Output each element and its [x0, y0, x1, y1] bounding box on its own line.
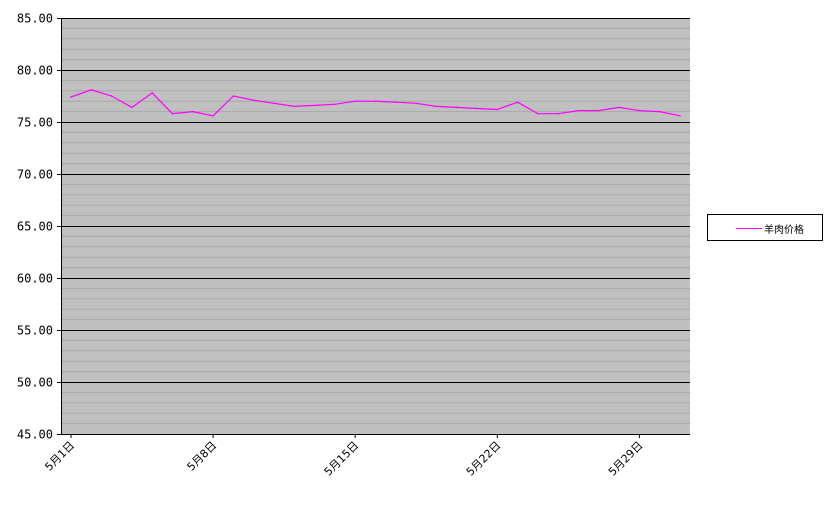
data-point	[131, 106, 133, 109]
data-point	[658, 110, 661, 113]
data-point	[212, 114, 214, 117]
data-point	[598, 109, 600, 112]
x-tick-label: 5月29日	[606, 439, 646, 479]
y-tick-label: 75.00	[17, 116, 53, 130]
data-point	[679, 114, 681, 117]
data-point	[496, 108, 499, 111]
data-point	[354, 100, 357, 102]
data-point	[293, 105, 296, 108]
y-tick-label: 60.00	[17, 272, 53, 286]
data-point	[638, 109, 641, 112]
x-tick-label: 5月15日	[322, 439, 362, 479]
x-tick-label: 5月8日	[185, 439, 220, 474]
data-point	[435, 105, 438, 108]
data-point	[374, 100, 377, 102]
data-point	[90, 88, 93, 91]
data-point	[557, 112, 559, 115]
data-point	[334, 103, 336, 106]
data-point	[252, 99, 255, 101]
data-point	[516, 101, 519, 104]
y-tick-label: 85.00	[17, 12, 53, 26]
data-point	[110, 95, 113, 97]
data-point	[151, 92, 153, 94]
legend-swatch-line	[736, 228, 762, 229]
data-point	[70, 96, 72, 98]
data-point	[455, 106, 458, 109]
x-tick-label: 5月22日	[464, 439, 504, 479]
y-tick-label: 45.00	[17, 428, 53, 442]
data-point	[537, 112, 539, 115]
y-tick-label: 70.00	[17, 168, 53, 182]
data-point	[313, 104, 316, 107]
data-point	[171, 112, 174, 115]
y-tick-label: 55.00	[17, 324, 53, 338]
y-tick-label: 50.00	[17, 376, 53, 390]
data-point	[273, 102, 275, 105]
data-point	[476, 107, 478, 110]
data-point	[577, 109, 580, 112]
data-point	[192, 110, 194, 113]
legend: 羊肉价格	[707, 214, 823, 241]
data-point	[415, 102, 417, 105]
data-point	[618, 106, 620, 109]
data-point	[395, 101, 397, 104]
y-tick-label: 80.00	[17, 64, 53, 78]
x-tick-label: 5月1日	[42, 439, 77, 474]
legend-label: 羊肉价格	[764, 225, 804, 236]
data-point	[232, 95, 235, 97]
y-tick-label: 65.00	[17, 220, 53, 234]
